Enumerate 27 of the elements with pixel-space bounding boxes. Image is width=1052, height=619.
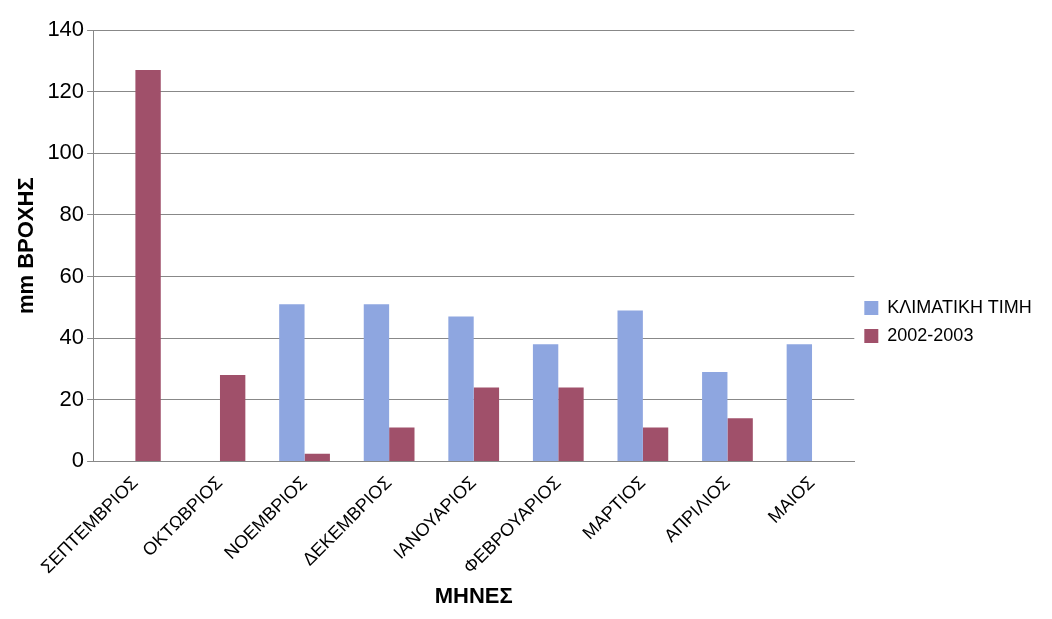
y-tick-label: 0 — [71, 447, 85, 473]
bar — [389, 427, 415, 461]
y-tick-label: 40 — [59, 324, 85, 350]
bar — [727, 418, 753, 461]
y-tick-label: 100 — [47, 139, 85, 165]
x-axis-title: ΜΗΝΕΣ — [434, 582, 513, 608]
bar — [135, 70, 161, 461]
bar — [702, 372, 728, 461]
bar — [448, 316, 474, 461]
y-tick-label: 60 — [59, 262, 85, 288]
bar — [532, 344, 559, 461]
y-axis-title: mm ΒΡΟΧΗΣ — [13, 177, 39, 315]
bar — [786, 344, 813, 461]
y-tick-label: 140 — [47, 16, 85, 42]
bar — [473, 387, 500, 461]
y-tick-label: 80 — [59, 200, 85, 226]
bar — [558, 387, 584, 461]
bar — [279, 304, 305, 461]
legend-label: ΚΛΙΜΑΤΙΚΗ ΤΙΜΗ — [887, 296, 1032, 317]
y-tick-label: 20 — [59, 385, 85, 411]
bar — [642, 427, 669, 461]
legend-label: 2002-2003 — [887, 324, 974, 345]
bar — [219, 375, 246, 461]
y-tick-label: 120 — [47, 77, 85, 103]
bar — [617, 310, 643, 461]
bar — [304, 453, 330, 461]
bar — [363, 304, 390, 461]
